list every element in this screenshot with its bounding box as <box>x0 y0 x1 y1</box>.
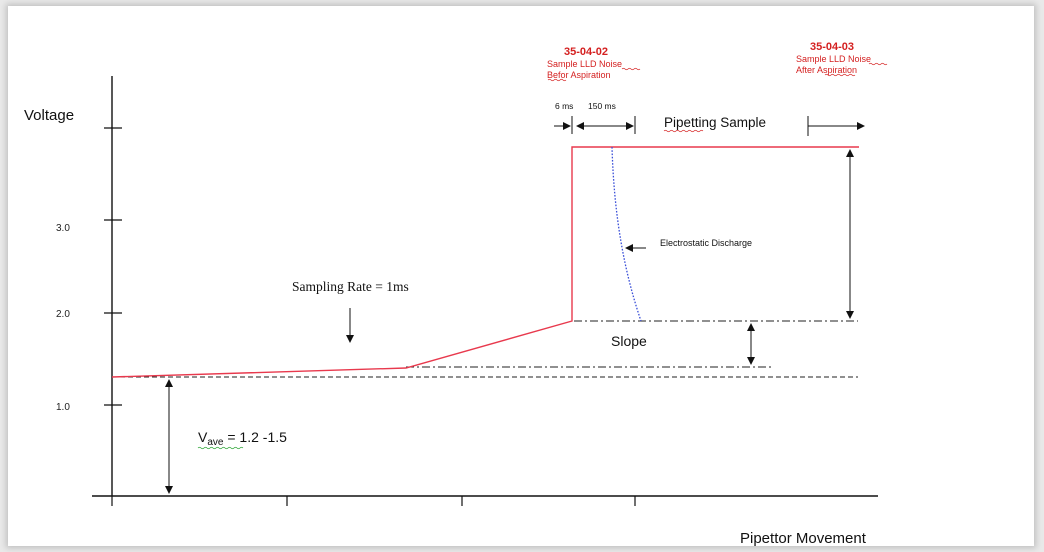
spellcheck-underline <box>824 73 856 77</box>
y-axis-label: Voltage <box>24 107 74 124</box>
spellcheck-underline <box>197 446 244 450</box>
y-tick-label: 3.0 <box>56 223 70 234</box>
code-before-label: 35-04-02 <box>564 46 608 58</box>
spellcheck-underline <box>547 78 567 82</box>
vave-label: Vave = 1.2 -1.5 <box>198 429 287 448</box>
time-150ms-label: 150 ms <box>588 101 616 111</box>
discharge-label: Electrostatic Discharge <box>660 238 752 248</box>
before-line1-label: Sample LLD Noise <box>547 59 622 69</box>
discharge-curve <box>611 146 642 322</box>
signal-curve <box>111 146 859 378</box>
time-6ms-label: 6 ms <box>555 101 573 111</box>
code-after-label: 35-04-03 <box>810 41 854 53</box>
slope-label: Slope <box>611 333 647 349</box>
y-tick-label: 1.0 <box>56 402 70 413</box>
vave-subscript: ave <box>207 437 224 448</box>
x-axis-label: Pipettor Movement <box>740 530 867 546</box>
before-line2-label: Befor Aspiration <box>547 70 611 80</box>
vave-value: = 1.2 -1.5 <box>223 429 287 445</box>
y-tick-label: 2.0 <box>56 309 70 320</box>
spellcheck-underline <box>621 67 641 71</box>
spellcheck-underline <box>663 129 704 133</box>
sampling-rate-label: Sampling Rate = 1ms <box>292 279 409 294</box>
voltage-diagram: Voltage 3.0 2.0 1.0 Pipettor Movement 35… <box>24 41 888 546</box>
vave-main: V <box>198 429 208 445</box>
spellcheck-underline <box>868 62 888 66</box>
diagram-canvas: Voltage 3.0 2.0 1.0 Pipettor Movement 35… <box>8 6 1034 546</box>
after-line2-label: After Aspiration <box>796 65 857 75</box>
after-line1-label: Sample LLD Noise <box>796 54 871 64</box>
pipetting-sample-label: Pipetting Sample <box>664 115 766 130</box>
